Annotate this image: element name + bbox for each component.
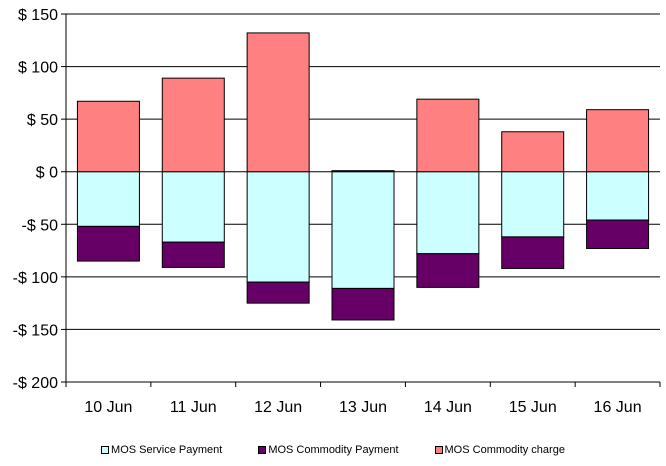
bar-segment: [586, 219, 650, 249]
bars: [76, 32, 650, 321]
bar-segment: [331, 170, 395, 173]
y-tick-label: -$ 50: [22, 217, 59, 234]
y-tick-label: $ 100: [18, 60, 58, 77]
bar-segment: [246, 281, 310, 304]
legend-swatch: [101, 446, 110, 454]
bar-segment: [76, 225, 140, 262]
bar-segment: [416, 253, 480, 288]
bar-segment: [501, 171, 565, 238]
legend-label: MOS Service Payment: [111, 444, 223, 456]
y-tick-label: $ 0: [36, 165, 58, 182]
bar-segment: [76, 100, 140, 173]
legend-label: MOS Commodity Payment: [268, 444, 399, 456]
x-tick-label: 12 Jun: [254, 399, 302, 416]
legend-item-service-payment: MOS Service Payment: [101, 444, 222, 456]
x-tick-label: 16 Jun: [594, 399, 642, 416]
bar-segment: [161, 241, 225, 268]
y-tick-label: -$ 150: [13, 322, 58, 339]
y-tick-label: $ 50: [27, 112, 58, 129]
legend-swatch: [434, 446, 443, 454]
x-axis: 10 Jun 11 Jun 12 Jun 13 Jun 14 Jun 15 Jun 16 J…: [65, 382, 661, 416]
legend-item-commodity-payment: MOS Commodity Payment: [258, 444, 399, 456]
legend: MOS Service Payment MOS Commodity Paymen…: [0, 444, 666, 456]
bar-segment: [161, 77, 225, 173]
bar-segment: [246, 171, 310, 283]
bar-segment: [76, 171, 140, 227]
legend-swatch: [258, 446, 267, 454]
y-tick-label: -$ 200: [13, 375, 58, 392]
bar-segment: [586, 109, 650, 173]
bar-segment: [416, 98, 480, 173]
legend-item-commodity-charge: MOS Commodity charge: [434, 444, 565, 456]
x-tick-label: 10 Jun: [84, 399, 132, 416]
x-tick-label: 14 Jun: [424, 399, 472, 416]
bar-segment: [331, 287, 395, 321]
bar-segment: [416, 171, 480, 255]
x-tick-label: 11 Jun: [170, 399, 217, 416]
y-tick-label: $ 150: [18, 7, 58, 24]
bar-segment: [331, 171, 395, 289]
legend-label: MOS Commodity charge: [444, 444, 565, 456]
y-axis: -$ 200 -$ 150 -$ 100 -$ 50 $ 0 $ 50 $ 100 $ 150: [13, 7, 66, 392]
y-tick-label: -$ 100: [13, 270, 58, 287]
x-tick-label: 15 Jun: [509, 399, 557, 416]
bar-segment: [161, 171, 225, 243]
bar-segment: [586, 171, 650, 221]
x-tick-label: 13 Jun: [339, 399, 387, 416]
bar-segment: [246, 32, 310, 173]
bar-segment: [501, 236, 565, 269]
bar-segment: [501, 131, 565, 173]
